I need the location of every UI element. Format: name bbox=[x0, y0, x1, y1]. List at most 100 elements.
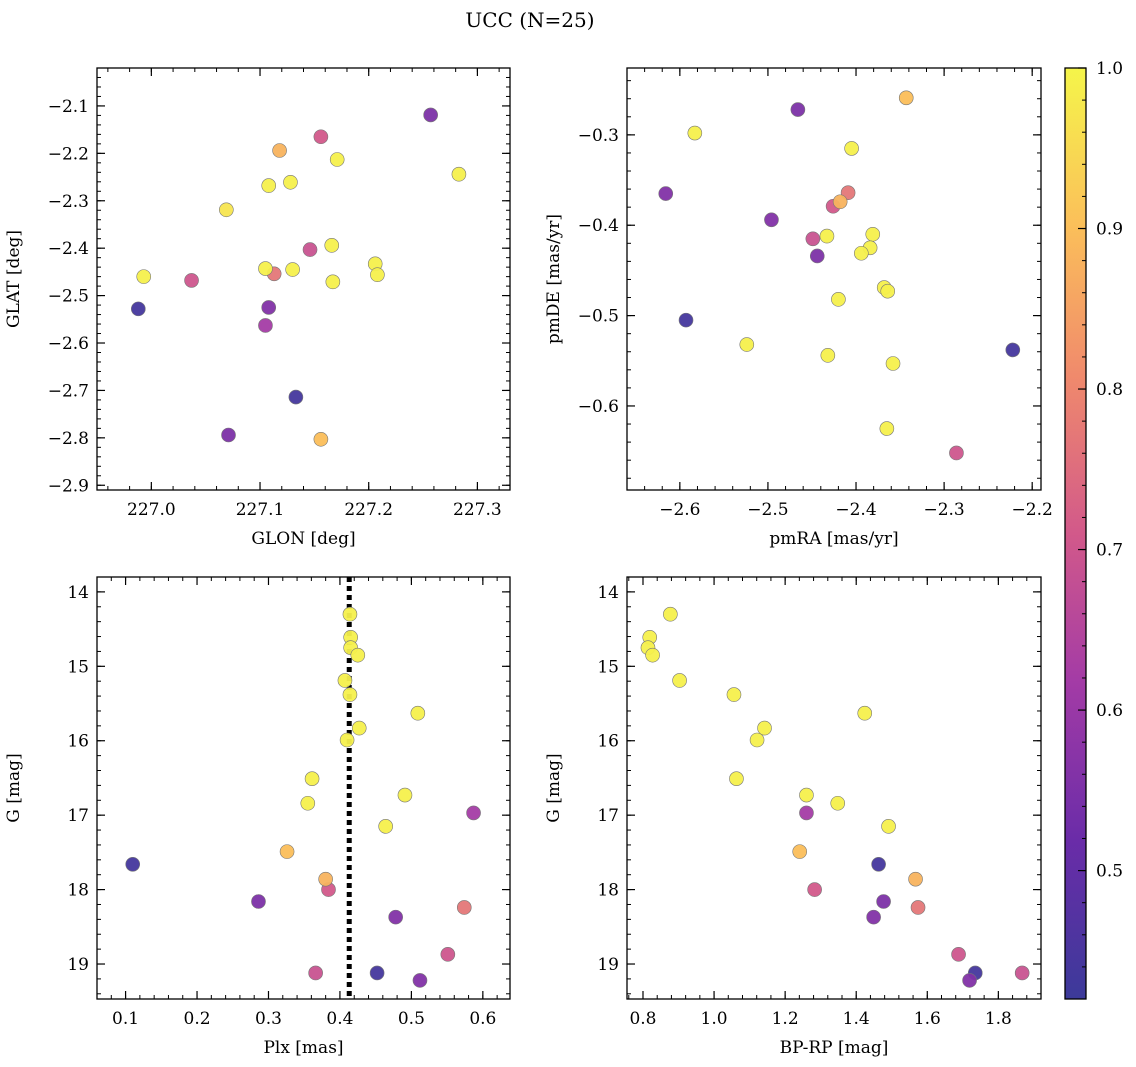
y-tick-label: −2.6 bbox=[48, 334, 89, 354]
y-tick-label: −2.7 bbox=[48, 381, 89, 401]
y-tick-label: −2.3 bbox=[48, 192, 89, 212]
data-point bbox=[302, 242, 318, 257]
x-tick-label: −2.4 bbox=[835, 500, 876, 520]
data-point bbox=[329, 152, 345, 167]
x-tick-label: 0.2 bbox=[184, 1009, 211, 1029]
data-point bbox=[865, 226, 881, 242]
data-point bbox=[313, 129, 329, 145]
x-tick-label: 0.6 bbox=[469, 1009, 496, 1029]
data-point bbox=[440, 947, 456, 962]
data-point bbox=[1014, 965, 1030, 981]
data-point bbox=[871, 856, 886, 872]
y-tick-label: −2.8 bbox=[48, 429, 89, 449]
data-point bbox=[261, 300, 277, 315]
data-point bbox=[910, 900, 926, 915]
data-point bbox=[790, 102, 806, 117]
axes-frame bbox=[96, 576, 511, 1000]
data-point bbox=[288, 389, 304, 405]
data-point bbox=[136, 269, 152, 284]
y-tick-label: 16 bbox=[597, 732, 619, 752]
y-tick-label: 16 bbox=[67, 732, 89, 752]
data-point bbox=[325, 274, 341, 290]
data-point bbox=[300, 795, 316, 811]
figure-title: UCC (N=25) bbox=[465, 8, 594, 32]
colorbar-tick-label: 0.7 bbox=[1096, 541, 1123, 561]
y-tick-label: −2.1 bbox=[48, 97, 89, 117]
data-point bbox=[799, 805, 814, 821]
y-tick-label: −2.5 bbox=[48, 287, 89, 307]
x-tick-label: 227.3 bbox=[453, 500, 502, 520]
x-tick-label: 227.2 bbox=[344, 500, 393, 520]
colorbar-gradient bbox=[1064, 67, 1087, 1000]
data-point bbox=[881, 819, 896, 834]
y-tick-label: 17 bbox=[597, 806, 619, 826]
x-tick-label: 0.3 bbox=[255, 1009, 282, 1029]
y-tick-label: 18 bbox=[67, 881, 89, 901]
colorbar-tick-label: 0.8 bbox=[1096, 380, 1123, 400]
data-point bbox=[1005, 342, 1021, 358]
data-point bbox=[844, 141, 859, 156]
y-tick-label: 17 bbox=[67, 806, 89, 826]
data-point bbox=[757, 720, 772, 736]
data-point bbox=[412, 973, 428, 988]
data-point bbox=[831, 292, 846, 307]
axes-frame bbox=[96, 67, 511, 491]
data-point bbox=[832, 194, 848, 210]
data-point bbox=[184, 273, 199, 288]
data-point bbox=[313, 431, 329, 447]
data-point bbox=[451, 166, 467, 182]
data-point bbox=[350, 647, 366, 663]
data-point bbox=[370, 267, 385, 283]
data-point bbox=[221, 427, 236, 443]
y-tick-label: −0.5 bbox=[578, 307, 619, 327]
axes-frame bbox=[626, 576, 1042, 1000]
x-tick-label: 1.6 bbox=[914, 1009, 941, 1029]
x-axis-label: BP-RP [mag] bbox=[780, 1038, 889, 1058]
colorbar-tick-label: 0.5 bbox=[1096, 862, 1123, 882]
data-point bbox=[749, 732, 765, 748]
data-point bbox=[466, 805, 481, 821]
x-axis-label: GLON [deg] bbox=[251, 529, 355, 549]
data-point bbox=[949, 445, 964, 461]
panel-glon-glat: 227.0 227.1 227.2 227.3 −2.9 −2.8 −2.7 −2.6 −2.5… bbox=[4, 67, 511, 549]
data-point bbox=[423, 107, 438, 123]
data-point bbox=[388, 909, 403, 925]
x-axis-label: Plx [mas] bbox=[263, 1038, 343, 1058]
data-point bbox=[125, 856, 141, 872]
x-tick-label: 227.0 bbox=[127, 500, 176, 520]
x-tick-label: −2.2 bbox=[1012, 500, 1053, 520]
x-tick-label: −2.3 bbox=[923, 500, 964, 520]
data-point bbox=[339, 732, 355, 748]
data-point bbox=[764, 212, 779, 228]
y-axis-label: G [mag] bbox=[4, 753, 24, 822]
data-point bbox=[663, 606, 678, 622]
data-point bbox=[687, 125, 703, 141]
colorbar: 0.5 0.6 0.7 0.8 0.9 1.0 bbox=[1064, 59, 1123, 1000]
data-point bbox=[857, 705, 873, 721]
x-tick-label: 1.0 bbox=[701, 1009, 728, 1029]
data-point bbox=[819, 228, 835, 244]
data-point bbox=[251, 894, 266, 909]
data-point bbox=[799, 787, 814, 803]
data-point bbox=[258, 318, 273, 333]
x-tick-label: 0.4 bbox=[326, 1009, 353, 1029]
x-tick-label: 0.5 bbox=[398, 1009, 425, 1029]
y-tick-label: 18 bbox=[597, 881, 619, 901]
y-tick-label: 19 bbox=[67, 955, 89, 975]
x-tick-label: −2.6 bbox=[659, 500, 700, 520]
colorbar-tick-label: 0.6 bbox=[1096, 701, 1123, 721]
data-point bbox=[131, 301, 146, 317]
data-point bbox=[854, 245, 869, 261]
data-point bbox=[951, 947, 966, 962]
data-point bbox=[324, 238, 340, 253]
data-point bbox=[820, 348, 836, 363]
data-point bbox=[805, 231, 821, 247]
data-point bbox=[962, 973, 977, 988]
y-axis-label: pmDE [mas/yr] bbox=[544, 214, 564, 344]
panel-bprp-g: 0.8 1.0 1.2 1.4 1.6 1.8 14 15 16 17 18 19 BP-RP [mag… bbox=[544, 576, 1042, 1058]
data-point bbox=[342, 687, 358, 702]
data-point bbox=[672, 673, 687, 688]
data-point bbox=[456, 900, 472, 915]
y-axis-label: GLAT [deg] bbox=[4, 230, 24, 328]
